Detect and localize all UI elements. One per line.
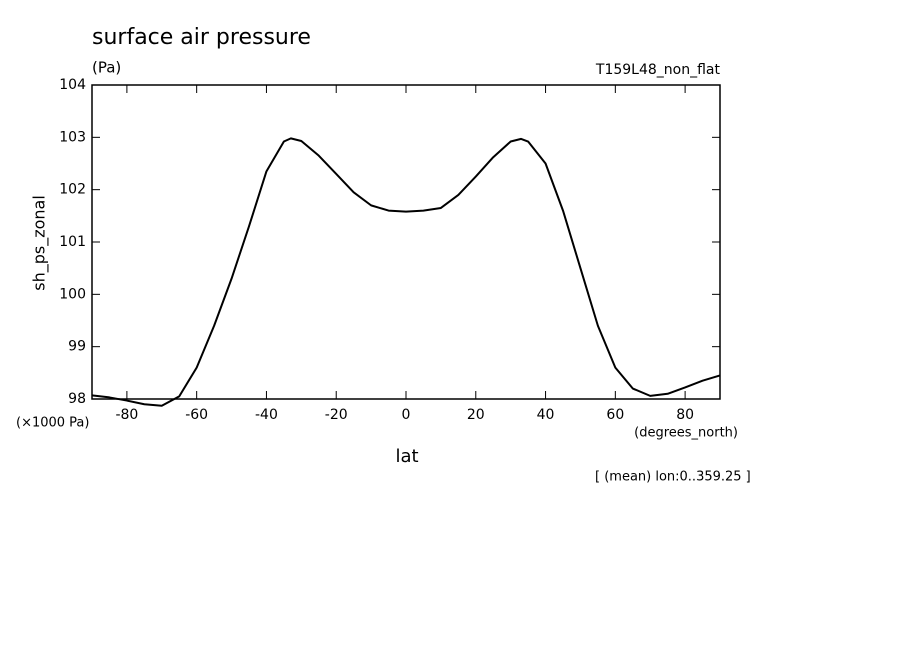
y-tick-label: 99 — [68, 339, 86, 355]
x-tick-label: 40 — [537, 407, 555, 423]
x-tick-label: 0 — [402, 407, 411, 423]
x-tick-label: 20 — [467, 407, 485, 423]
y-tick-label: 102 — [59, 182, 86, 198]
y-tick-label: 101 — [59, 234, 86, 250]
run-label: T159L48_non_flat — [595, 62, 721, 78]
x-axis-label: lat — [395, 446, 418, 467]
plot-frame — [91, 84, 721, 400]
x-tick-label: 60 — [606, 407, 624, 423]
y-tick-label: 100 — [59, 286, 86, 302]
x-tick-label: -60 — [185, 407, 208, 423]
x-units: (degrees_north) — [634, 426, 738, 441]
y-tick-label: 98 — [68, 391, 86, 407]
note: [ (mean) lon:0..359.25 ] — [595, 470, 751, 485]
y-tick-label: 103 — [59, 129, 86, 145]
x-tick-label: -40 — [255, 407, 278, 423]
x-tick-label: -20 — [325, 407, 348, 423]
subtitle: (Pa) — [92, 59, 121, 77]
line — [91, 137, 721, 407]
y-axis-label: sh_ps_zonal — [30, 195, 50, 291]
x-tick-label: -80 — [115, 407, 138, 423]
y-tick-label: 104 — [59, 77, 86, 93]
x-tick-label: 80 — [676, 407, 694, 423]
chart-title: surface air pressure — [92, 25, 311, 50]
y-units: (×1000 Pa) — [16, 416, 89, 431]
